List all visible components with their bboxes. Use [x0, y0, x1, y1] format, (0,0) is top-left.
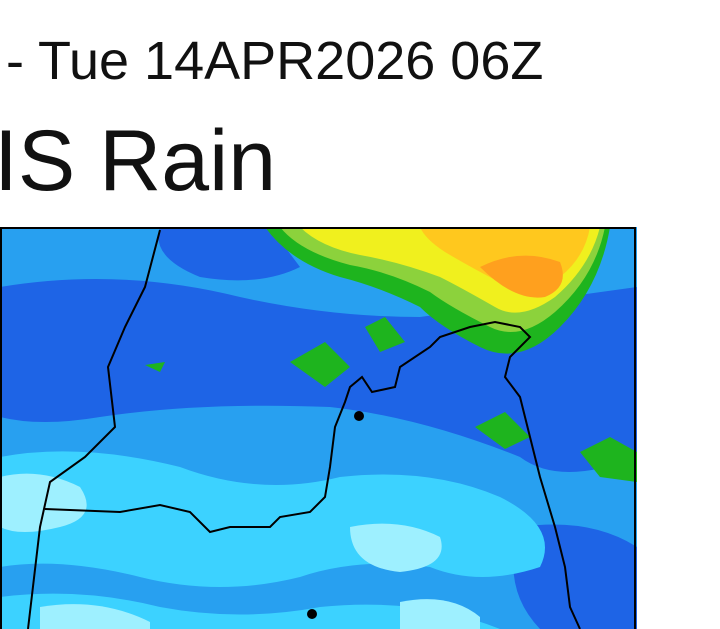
rain-area-green	[475, 412, 530, 449]
rain-area-light-cyan	[0, 473, 87, 532]
rain-band-blue	[158, 227, 300, 281]
city-marker	[307, 609, 317, 619]
rain-map	[0, 227, 637, 629]
rain-area-light-cyan	[40, 604, 150, 629]
rain-area-green	[580, 437, 637, 482]
political-borders	[27, 229, 581, 629]
city-marker	[354, 411, 364, 421]
map-title: IS Rain	[0, 113, 277, 209]
rain-area-green	[290, 342, 350, 387]
rain-area-green	[145, 362, 165, 372]
rain-area-light-cyan	[400, 599, 480, 629]
forecast-valid-time: - Tue 14APR2026 06Z	[6, 31, 544, 91]
rain-area-light-cyan	[350, 523, 442, 572]
map-frame	[0, 227, 636, 629]
rain-area-green	[365, 317, 405, 352]
rain-area-orange	[480, 255, 563, 298]
